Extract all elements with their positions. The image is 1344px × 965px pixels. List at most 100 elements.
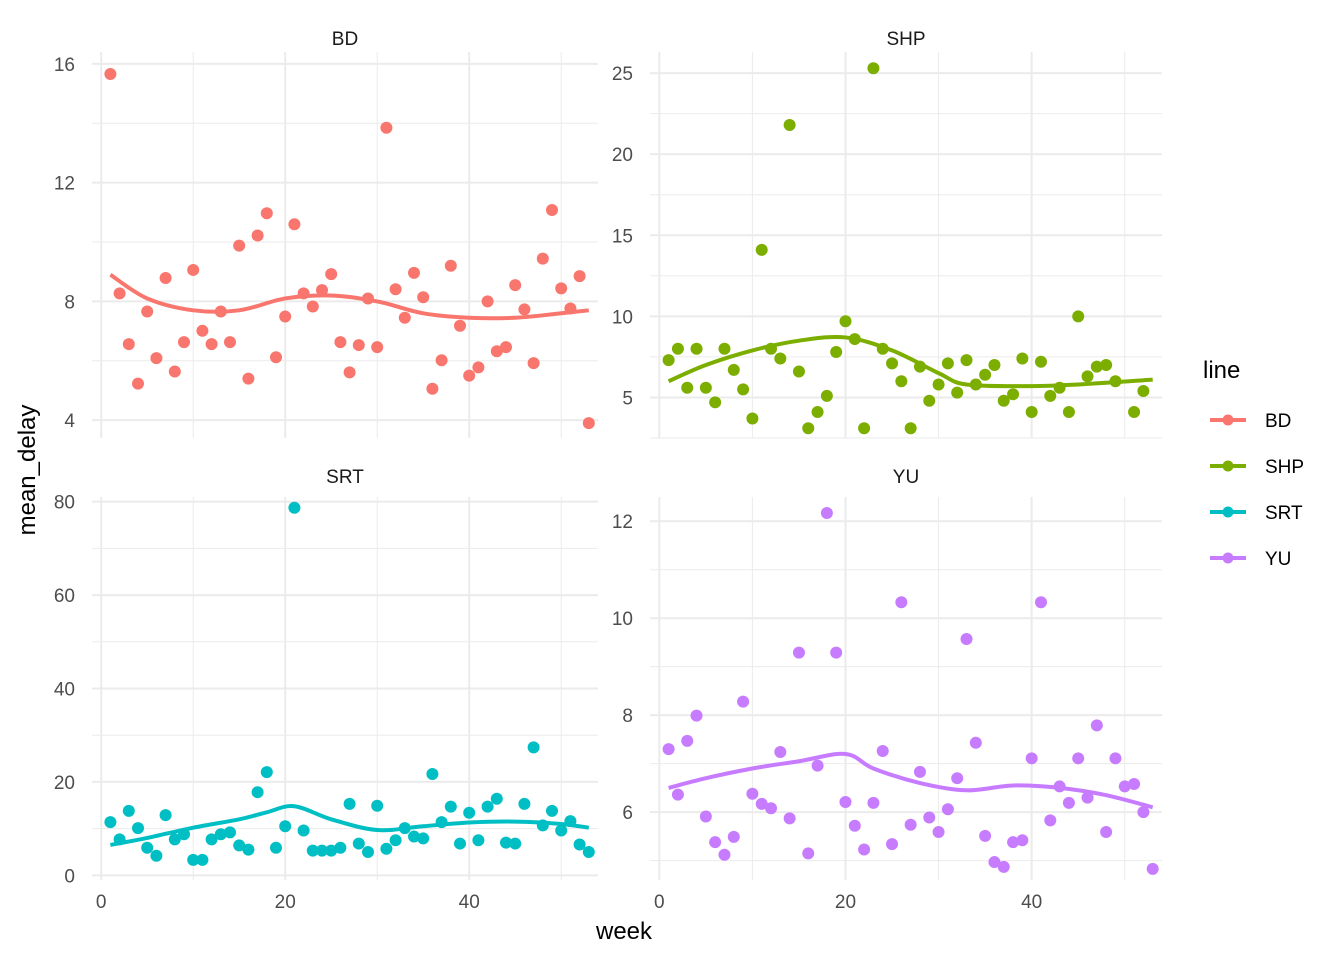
data-point — [904, 818, 917, 831]
data-point — [923, 811, 936, 824]
data-point — [718, 848, 731, 861]
y-tick-label: 16 — [54, 55, 75, 76]
data-point — [260, 207, 273, 220]
data-point — [699, 810, 712, 823]
data-point — [233, 839, 246, 852]
x-axis-title: week — [595, 918, 653, 945]
panel-yu: YU 6 8 10 12 0 20 40 — [612, 467, 1162, 913]
data-point — [371, 799, 384, 812]
data-point — [113, 287, 126, 300]
data-point — [1090, 360, 1103, 373]
data-point — [141, 305, 154, 318]
smooth-line — [110, 804, 590, 847]
data-point — [709, 396, 722, 409]
data-point — [389, 834, 402, 847]
y-tick-label: 12 — [54, 174, 75, 195]
data-point — [1090, 719, 1103, 732]
data-point — [500, 836, 512, 849]
x-tick-label: 0 — [96, 892, 107, 913]
data-point — [811, 406, 824, 419]
data-point — [472, 361, 485, 374]
data-point — [481, 800, 494, 813]
data-point — [546, 804, 558, 817]
data-point — [380, 842, 393, 855]
data-point — [774, 746, 787, 759]
y-tick-label: 0 — [64, 866, 75, 887]
data-point — [858, 422, 871, 435]
data-point — [802, 847, 815, 860]
data-point — [122, 804, 135, 817]
smooth-line — [667, 334, 1153, 389]
data-point — [288, 218, 301, 231]
data-point — [500, 341, 512, 354]
panel-srt: SRT 0 20 40 60 80 0 20 40 — [54, 467, 598, 913]
data-point — [848, 819, 861, 832]
x-tick-label: 40 — [1021, 892, 1042, 913]
data-point — [1007, 388, 1020, 401]
data-point — [518, 303, 531, 316]
data-point — [527, 741, 540, 754]
data-point — [270, 841, 282, 854]
data-point — [343, 366, 356, 379]
data-point — [681, 381, 694, 394]
x-tick-label: 20 — [835, 892, 856, 913]
y-tick-label: 20 — [54, 773, 75, 794]
data-point — [662, 354, 675, 367]
data-point — [408, 830, 420, 843]
data-point — [1034, 355, 1047, 368]
data-point — [555, 824, 568, 837]
legend-title: line — [1203, 357, 1240, 384]
data-point — [1062, 406, 1075, 419]
data-point — [886, 357, 899, 370]
data-point — [969, 736, 982, 749]
x-tick-label: 20 — [275, 892, 296, 913]
data-point — [1137, 384, 1150, 397]
legend-key-point — [1222, 506, 1234, 518]
data-point — [932, 826, 945, 839]
data-point — [737, 383, 750, 396]
panel-bd: BD 4 8 12 16 — [54, 29, 598, 438]
data-point — [1072, 310, 1085, 323]
data-point — [389, 283, 402, 296]
legend-label: SRT — [1265, 503, 1303, 524]
data-point — [783, 812, 796, 825]
data-point — [690, 342, 703, 355]
data-point — [1100, 826, 1113, 839]
data-point — [765, 802, 778, 815]
legend-label: SHP — [1265, 457, 1304, 478]
data-point — [718, 342, 731, 355]
data-point — [746, 787, 759, 800]
data-point — [830, 646, 843, 659]
legend-key-point — [1222, 460, 1234, 472]
data-point — [681, 734, 694, 747]
legend-item-shp: SHP — [1210, 457, 1304, 478]
data-point — [251, 229, 264, 242]
data-point — [988, 856, 1001, 869]
data-point — [325, 268, 338, 281]
legend-label: BD — [1265, 411, 1291, 432]
y-axis-title: mean_delay — [14, 405, 41, 536]
data-point — [205, 338, 218, 351]
data-point — [582, 417, 595, 430]
y-tick-label: 4 — [64, 411, 75, 432]
data-point — [260, 766, 273, 779]
data-point — [178, 336, 190, 349]
data-point — [224, 826, 236, 839]
data-point — [132, 377, 144, 390]
legend-item-yu: YU — [1210, 549, 1291, 570]
y-tick-label: 20 — [612, 145, 633, 166]
data-point — [1007, 836, 1020, 849]
data-point — [316, 284, 328, 297]
data-point — [913, 765, 926, 778]
data-point — [490, 345, 503, 358]
data-point — [233, 239, 246, 252]
data-point — [727, 363, 740, 376]
data-point — [1025, 752, 1038, 765]
y-tick-label: 80 — [54, 493, 75, 514]
facet-strip-label: SHP — [886, 29, 925, 50]
data-point — [727, 830, 740, 843]
data-point — [988, 359, 1001, 372]
data-point — [755, 243, 768, 256]
data-point — [755, 797, 768, 810]
